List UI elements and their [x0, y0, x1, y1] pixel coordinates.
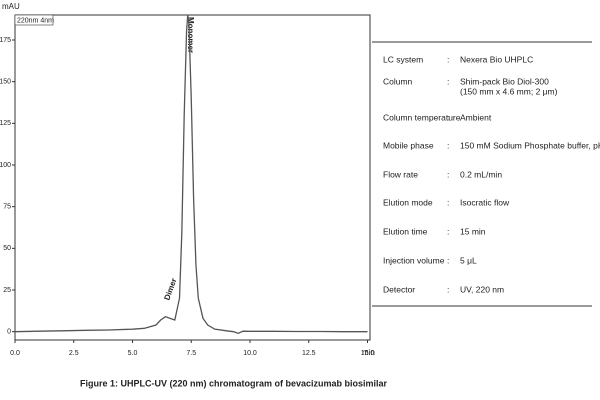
y-axis-label: mAU — [2, 2, 20, 11]
row-label: Flow rate — [383, 169, 418, 179]
row-value: Ambient — [460, 112, 492, 122]
peak-annotation: Monomer — [186, 17, 195, 53]
row-separator: : — [447, 197, 449, 207]
row-separator: : — [447, 284, 449, 294]
y-tick-label: 150 — [0, 79, 11, 86]
row-value: 15 min — [460, 226, 486, 236]
row-value: Isocratic flow — [460, 197, 510, 207]
x-tick-label: 0.0 — [10, 350, 20, 357]
row-separator: : — [447, 169, 449, 179]
x-tick-label: 10.0 — [243, 350, 257, 357]
x-tick-label: 2.5 — [69, 350, 79, 357]
y-tick-label: 25 — [3, 287, 11, 294]
x-tick-label: 12.5 — [302, 350, 316, 357]
row-label: Elution time — [383, 226, 428, 236]
row-value: 0.2 mL/min — [460, 169, 502, 179]
row-label: Elution mode — [383, 197, 433, 207]
row-label: Column temperature — [383, 112, 461, 122]
y-tick-label: 0 — [7, 329, 11, 336]
y-tick-label: 125 — [0, 120, 11, 127]
row-separator: : — [447, 54, 449, 64]
row-label: Injection volume — [383, 255, 445, 265]
conditions-table: LC system: Nexera Bio UHPLC Column: Shim-pa… — [372, 41, 600, 307]
row-separator: : — [447, 140, 449, 150]
chromatogram-line — [14, 14, 368, 335]
caption: Figure 1: UHPLC-UV (220 nm) chromatogram… — [80, 378, 388, 388]
plot-frame — [14, 14, 371, 341]
channel-box — [14, 14, 54, 26]
row-value: 150 mM Sodium Phosphate buffer, pH 7.0 — [460, 140, 600, 150]
row-label: Detector — [383, 284, 415, 294]
x-axis-label: min — [362, 348, 375, 357]
row-separator: : — [447, 255, 449, 265]
row-value: 5 μL — [460, 255, 477, 265]
channel-label: 220nm 4nm — [17, 17, 54, 24]
row-value: (150 mm x 4.6 mm; 2 μm) — [460, 86, 558, 96]
row-value: Nexera Bio UHPLC — [460, 54, 533, 64]
y-tick-label: 100 — [0, 162, 11, 169]
row-label: Column — [383, 76, 413, 86]
x-tick-label: 7.5 — [186, 350, 196, 357]
y-tick-label: 175 — [0, 37, 11, 44]
x-tick-label: 5.0 — [128, 350, 138, 357]
row-value: UV, 220 nm — [460, 284, 504, 294]
row-separator: : — [447, 112, 449, 122]
row-label: LC system — [383, 54, 423, 64]
x-tick-label: 15.0 — [361, 350, 375, 357]
row-separator: : — [447, 76, 449, 86]
row-separator: : — [447, 226, 449, 236]
peak-annotation: Dimer — [162, 277, 178, 301]
row-value: Shim-pack Bio Diol-300 — [460, 76, 549, 86]
y-tick-label: 75 — [3, 204, 11, 211]
y-tick-label: 50 — [3, 245, 11, 252]
row-label: Mobile phase — [383, 140, 434, 150]
